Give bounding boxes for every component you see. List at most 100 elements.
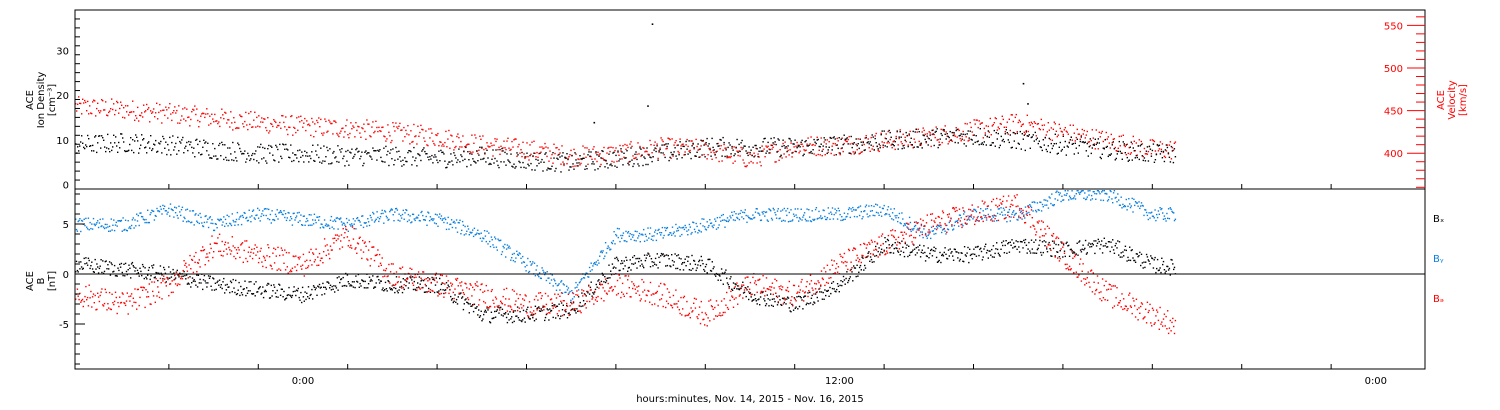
data-point-by [814, 218, 816, 221]
data-point-bx [766, 294, 768, 296]
data-point-by [615, 235, 618, 237]
data-point-velocity [313, 136, 315, 138]
data-point-density [685, 140, 687, 143]
data-point-by [232, 219, 234, 222]
data-point-density [785, 146, 787, 148]
data-point-bx [427, 277, 429, 279]
data-point-by [816, 218, 818, 220]
data-point-by [1116, 201, 1118, 203]
data-point-density [809, 152, 811, 154]
data-point-velocity [953, 134, 955, 136]
data-point-by [174, 206, 176, 208]
data-point-bx [1058, 256, 1061, 258]
data-point-bx [260, 293, 262, 295]
data-point-density [1167, 152, 1170, 154]
data-point-density [487, 157, 489, 159]
data-point-bx [1094, 252, 1096, 255]
data-point-by [628, 235, 630, 237]
ytick-label: 500 [1384, 64, 1403, 75]
data-point-by [1147, 218, 1149, 221]
data-point-bx [461, 297, 463, 299]
data-point-density [334, 157, 336, 159]
data-point-bx [993, 256, 995, 258]
data-point-bx [920, 251, 923, 254]
data-point-velocity [656, 143, 658, 145]
data-point-density [119, 147, 121, 149]
data-point-by [519, 253, 521, 255]
data-point-bz [88, 284, 90, 286]
data-point-bx [160, 272, 162, 274]
data-point-bz [141, 286, 143, 289]
data-point-by [858, 206, 860, 208]
data-point-velocity [294, 127, 296, 129]
data-point-by [941, 231, 943, 234]
data-point-by [340, 217, 342, 219]
data-point-bx [439, 288, 442, 291]
data-point-density [244, 150, 246, 152]
data-point-density [739, 150, 741, 153]
data-point-bx [255, 281, 257, 283]
data-point-by [398, 213, 400, 215]
data-point-velocity [393, 125, 395, 128]
data-point-bx [821, 298, 824, 300]
data-point-velocity [734, 160, 736, 162]
data-point-bz [150, 303, 152, 305]
data-point-by [921, 231, 923, 233]
data-point-velocity [765, 145, 767, 147]
data-point-by [998, 208, 1000, 210]
data-point-bx [1097, 238, 1099, 241]
data-point-density [667, 143, 669, 145]
data-point-density [80, 141, 82, 143]
data-point-bx [163, 266, 165, 269]
data-point-bz [157, 286, 159, 288]
data-point-velocity [973, 119, 975, 121]
data-point-bx [350, 284, 352, 286]
data-point-by [367, 218, 369, 220]
data-point-density [531, 169, 533, 171]
data-point-bx [683, 261, 686, 264]
data-point-bx [660, 252, 663, 255]
data-point-density [703, 144, 705, 146]
data-point-by [359, 221, 361, 223]
data-point-velocity [426, 144, 428, 146]
data-point-velocity [120, 101, 122, 103]
data-point-by [365, 222, 367, 224]
data-point-density [348, 164, 350, 166]
data-point-by [430, 218, 432, 221]
data-point-bx [1155, 271, 1157, 274]
data-point-bx [1133, 259, 1135, 262]
data-point-velocity [390, 141, 392, 144]
data-point-bx [416, 287, 418, 289]
data-point-by [717, 227, 719, 229]
data-point-by [489, 240, 491, 243]
data-point-bx [831, 282, 833, 284]
data-point-velocity [280, 127, 282, 129]
data-point-by [1051, 204, 1054, 206]
data-point-velocity [910, 144, 912, 146]
data-point-density [789, 138, 791, 140]
data-point-bx [457, 296, 459, 298]
data-point-density [501, 147, 503, 150]
data-point-density [85, 144, 87, 146]
data-point-by [1061, 195, 1063, 197]
data-point-density [260, 143, 262, 146]
data-point-by [838, 210, 840, 212]
data-point-velocity [567, 157, 569, 160]
data-point-density [886, 146, 888, 148]
data-point-by [1024, 206, 1027, 208]
data-point-density [264, 147, 266, 150]
data-point-by [732, 219, 735, 221]
data-point-by [772, 207, 774, 210]
data-point-density [970, 138, 972, 141]
data-point-bx [818, 288, 820, 290]
data-point-by [165, 210, 167, 212]
data-point-density [521, 151, 523, 154]
data-point-velocity [931, 133, 933, 136]
data-point-velocity [545, 146, 547, 148]
data-point-by [89, 221, 91, 224]
data-point-bx [1002, 240, 1005, 242]
data-point-density [233, 159, 235, 162]
data-point-by [404, 212, 406, 214]
data-point-bx [743, 291, 746, 293]
